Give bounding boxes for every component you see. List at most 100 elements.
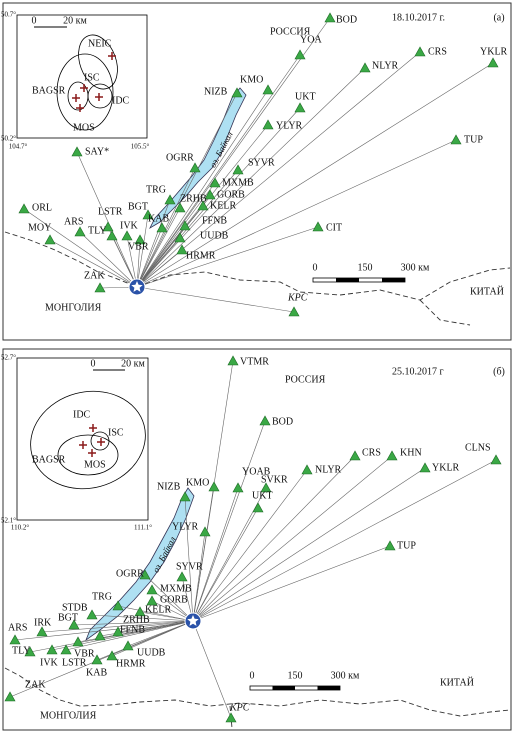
border — [4, 231, 511, 301]
country-label: КИТАЙ — [470, 285, 504, 297]
epicenter-cross — [97, 438, 105, 446]
epicenter-cross — [95, 93, 103, 101]
ray — [136, 62, 494, 288]
station-label: CIT — [326, 222, 342, 233]
station-label: FFNB — [120, 624, 145, 635]
station-label: SYVR — [176, 561, 203, 572]
epicenter-cross — [80, 84, 88, 92]
station-label: KPC — [287, 292, 308, 303]
error-ellipse — [56, 53, 114, 131]
panel-label: (б) — [493, 366, 505, 377]
agency-label: MOS — [84, 459, 106, 470]
agency-label: IDC — [112, 95, 130, 106]
station-label: TUP — [464, 134, 483, 145]
station — [179, 220, 191, 231]
station-label: STDB — [62, 602, 88, 613]
station — [146, 584, 158, 595]
date: 18.10.2017 г. — [392, 12, 445, 23]
station-label: TLY — [12, 645, 30, 656]
station — [225, 712, 237, 723]
station-label: HRMR — [116, 658, 146, 669]
station — [189, 162, 201, 173]
station-label: ZRHB — [180, 193, 207, 204]
station — [60, 644, 72, 655]
station-label: KHN — [400, 447, 422, 458]
station-label: ZRHB — [123, 614, 150, 625]
inset-lon-label: 110.2° — [11, 524, 29, 532]
border — [419, 299, 471, 326]
error-ellipse — [90, 431, 110, 451]
ray — [126, 235, 138, 288]
inset-lat-label: 50.2° — [1, 135, 16, 143]
station-label: GORB — [217, 189, 245, 200]
station — [204, 189, 216, 200]
station-label: KAB — [148, 213, 169, 224]
station-label: KMO — [240, 74, 263, 85]
ray — [192, 531, 206, 622]
station-label: TUP — [397, 540, 416, 551]
station-label: ARS — [64, 216, 83, 227]
station — [231, 87, 243, 98]
station — [199, 526, 211, 537]
ray — [192, 459, 497, 622]
ray — [136, 225, 186, 288]
station-label: UKT — [295, 91, 316, 102]
station — [164, 194, 176, 205]
station — [74, 226, 86, 237]
station — [262, 119, 274, 130]
ray — [136, 199, 171, 288]
station — [142, 209, 154, 220]
station — [18, 203, 30, 214]
inset-lon-label: 111.1° — [134, 524, 152, 532]
ray — [192, 487, 239, 622]
ray — [91, 614, 194, 622]
inset-lat-label: 52.1° — [1, 517, 16, 525]
station-label: SVKR — [261, 474, 288, 485]
station-label: ZAK — [25, 679, 46, 690]
ray — [136, 89, 269, 288]
epicenter — [187, 615, 199, 626]
station — [227, 355, 239, 366]
station — [106, 650, 118, 661]
station — [134, 234, 146, 245]
inset-lon-label: 105.5° — [131, 143, 150, 151]
station — [71, 146, 83, 157]
station-label: KPC — [229, 702, 250, 713]
station-label: KAB — [86, 667, 107, 678]
ray — [136, 227, 163, 288]
station — [487, 57, 499, 68]
error-ellipse — [57, 434, 119, 476]
station — [359, 62, 371, 73]
inset-scale-label: 0 — [32, 15, 37, 26]
ray — [192, 507, 259, 622]
ray — [73, 620, 194, 626]
station — [156, 222, 168, 233]
station-label: MXMB — [160, 583, 192, 594]
station-label: KELR — [145, 604, 171, 615]
station — [260, 482, 272, 493]
ray — [79, 231, 138, 288]
scale-label: 150 — [358, 262, 373, 273]
agency-label: BAGSR — [32, 85, 66, 96]
station-label: NIZB — [157, 481, 181, 492]
epicenter-cross — [108, 52, 116, 60]
epicenter-cross — [76, 104, 84, 112]
station — [112, 600, 124, 611]
station-label: VTMR — [240, 356, 269, 367]
station — [386, 450, 398, 461]
border — [4, 667, 511, 717]
station-label: BGT — [128, 201, 148, 212]
inset-scale-label: 20 км — [121, 358, 145, 369]
ray — [192, 620, 232, 719]
epicenter-cross — [88, 449, 96, 457]
station-label: FFNB — [202, 215, 227, 226]
ray — [136, 249, 183, 288]
station-label: SYVR — [248, 157, 275, 168]
station-label: LSTR — [62, 657, 87, 668]
inset-frame — [16, 14, 148, 139]
ray — [192, 486, 215, 622]
station — [122, 640, 134, 651]
ray — [192, 469, 308, 622]
station-label: KMO — [186, 477, 209, 488]
ray — [192, 467, 426, 622]
